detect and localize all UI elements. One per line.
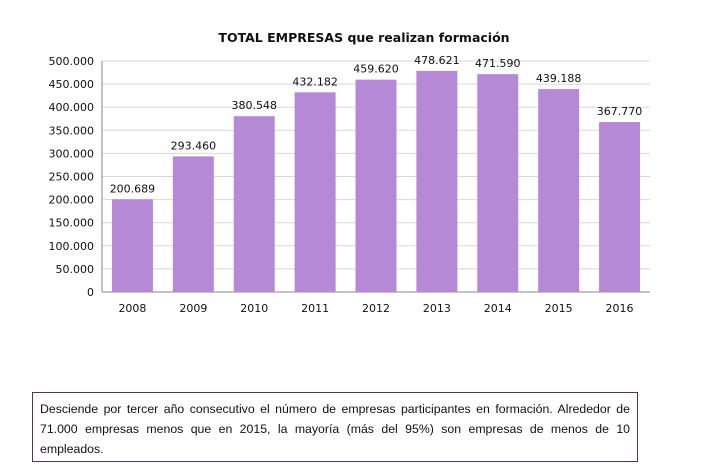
data-label: 478.621 bbox=[414, 54, 460, 67]
summary-note: Desciende por tercer año consecutivo el … bbox=[32, 392, 638, 462]
bar-2015 bbox=[538, 89, 580, 292]
bar-2012 bbox=[355, 79, 397, 292]
bar-2014 bbox=[477, 74, 519, 292]
y-tick-label: 250.000 bbox=[49, 171, 95, 184]
y-tick-label: 400.000 bbox=[49, 101, 95, 114]
bar-2013 bbox=[416, 70, 458, 292]
y-tick-label: 350.000 bbox=[49, 124, 95, 137]
x-tick-label: 2009 bbox=[179, 302, 207, 315]
data-label: 200.689 bbox=[110, 182, 156, 195]
y-tick-label: 300.000 bbox=[49, 147, 95, 160]
y-tick-label: 500.000 bbox=[49, 55, 95, 68]
data-label: 432.182 bbox=[292, 75, 338, 88]
x-tick-label: 2015 bbox=[545, 302, 573, 315]
y-tick-label: 450.000 bbox=[49, 78, 95, 91]
data-label: 471.590 bbox=[475, 57, 521, 70]
data-label: 380.548 bbox=[231, 99, 277, 112]
data-label: 367.770 bbox=[597, 105, 643, 118]
data-label: 293.460 bbox=[171, 139, 217, 152]
x-tick-label: 2014 bbox=[484, 302, 512, 315]
bar-chart: TOTAL EMPRESAS que realizan formación 0 5… bbox=[49, 30, 650, 315]
y-tick-label: 100.000 bbox=[49, 240, 95, 253]
x-tick-label: 2013 bbox=[423, 302, 451, 315]
y-tick-label: 150.000 bbox=[49, 217, 95, 230]
bar-2008 bbox=[111, 199, 153, 292]
bar-2011 bbox=[294, 92, 336, 293]
bar-2009 bbox=[172, 156, 214, 292]
bar-2016 bbox=[599, 122, 641, 292]
y-tick-label: 50.000 bbox=[56, 263, 95, 276]
x-tick-label: 2012 bbox=[362, 302, 390, 315]
x-tick-label: 2008 bbox=[118, 302, 146, 315]
y-tick-label: 0 bbox=[87, 286, 94, 299]
x-tick-label: 2016 bbox=[606, 302, 634, 315]
bar-2010 bbox=[233, 116, 275, 292]
data-label: 459.620 bbox=[353, 63, 399, 76]
data-label: 439.188 bbox=[536, 72, 582, 85]
chart-title: TOTAL EMPRESAS que realizan formación bbox=[218, 30, 509, 45]
y-tick-label: 200.000 bbox=[49, 194, 95, 207]
x-tick-label: 2010 bbox=[240, 302, 268, 315]
x-tick-label: 2011 bbox=[301, 302, 329, 315]
